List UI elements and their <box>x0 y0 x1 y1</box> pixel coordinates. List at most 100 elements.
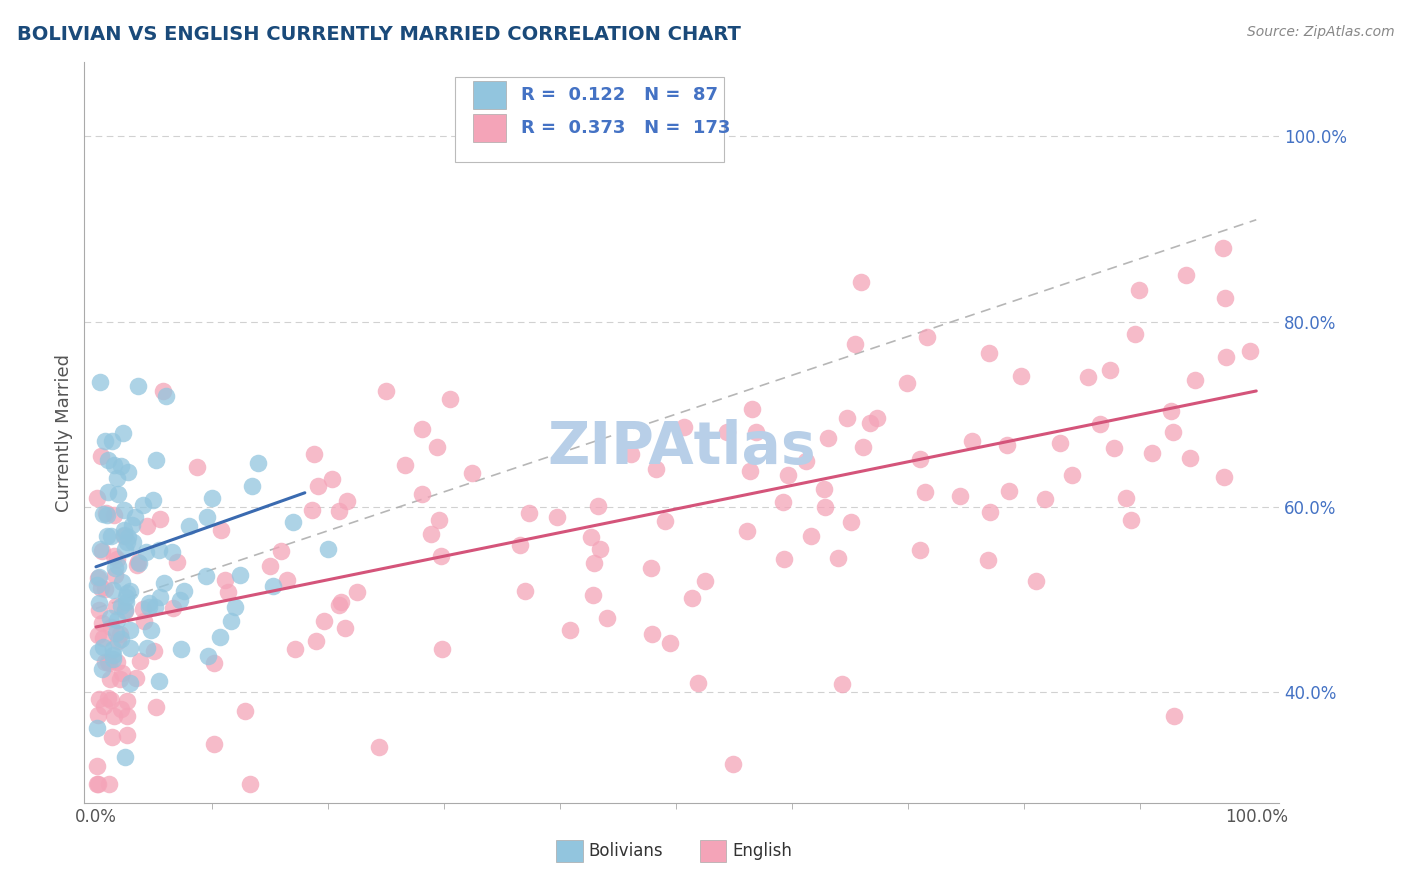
Point <box>1033 491 1056 506</box>
Point <box>97 655 120 669</box>
Point <box>108 672 131 686</box>
Point <box>103 709 125 723</box>
Point <box>103 652 125 666</box>
Point <box>316 541 339 556</box>
Point <box>740 464 762 478</box>
Point <box>852 440 875 454</box>
Point <box>302 447 325 461</box>
Point <box>367 739 389 754</box>
Point <box>202 737 225 751</box>
Point <box>558 624 581 638</box>
Point <box>997 483 1019 498</box>
Point <box>1160 404 1182 418</box>
Point <box>247 456 270 470</box>
Point <box>100 529 122 543</box>
Point <box>197 649 219 664</box>
Point <box>394 458 416 472</box>
Point <box>105 599 128 614</box>
Point <box>115 708 138 723</box>
Point <box>110 632 132 646</box>
Point <box>145 700 167 714</box>
Point <box>328 504 350 518</box>
Point <box>177 519 200 533</box>
Point <box>259 559 281 574</box>
Point <box>86 777 108 791</box>
Text: R =  0.373   N =  173: R = 0.373 N = 173 <box>520 119 730 136</box>
Point <box>1088 417 1111 431</box>
Point <box>589 541 612 556</box>
Point <box>162 601 184 615</box>
Point <box>115 585 138 599</box>
Point <box>430 642 453 657</box>
Point <box>142 493 165 508</box>
Point <box>93 631 115 645</box>
Point <box>949 489 972 503</box>
Point <box>1128 283 1150 297</box>
Point <box>1025 574 1047 589</box>
Point <box>86 491 108 506</box>
Point <box>209 630 232 644</box>
Point <box>86 577 108 591</box>
Point <box>741 401 763 416</box>
Point <box>201 491 224 506</box>
Point <box>90 450 112 464</box>
Point <box>305 634 328 648</box>
Point <box>1178 450 1201 465</box>
Text: BOLIVIAN VS ENGLISH CURRENTLY MARRIED CORRELATION CHART: BOLIVIAN VS ENGLISH CURRENTLY MARRIED CO… <box>17 25 741 44</box>
Bar <box>700 840 725 862</box>
Point <box>103 508 125 522</box>
Point <box>90 544 112 558</box>
Point <box>641 627 664 641</box>
Point <box>97 691 120 706</box>
Point <box>1098 363 1121 377</box>
Point <box>772 495 794 509</box>
Text: English: English <box>733 842 792 860</box>
Point <box>103 458 125 472</box>
Point <box>136 640 159 655</box>
Point <box>1184 373 1206 387</box>
Point <box>100 620 122 634</box>
Point <box>681 591 703 605</box>
Point <box>135 545 157 559</box>
Point <box>1010 368 1032 383</box>
Point <box>122 535 145 549</box>
Point <box>1215 350 1237 364</box>
Point <box>814 500 837 514</box>
Point <box>111 425 134 440</box>
Point <box>426 440 449 454</box>
Point <box>831 676 853 690</box>
Point <box>800 529 823 543</box>
Point <box>101 582 124 597</box>
Point <box>1077 369 1099 384</box>
Point <box>114 604 136 618</box>
Point <box>160 545 183 559</box>
Point <box>721 756 744 771</box>
Point <box>844 336 866 351</box>
Point <box>111 574 134 589</box>
Point <box>195 510 218 524</box>
Point <box>117 465 139 479</box>
Point <box>91 616 114 631</box>
Point <box>744 425 766 440</box>
Point <box>910 543 932 558</box>
Point <box>1212 240 1234 255</box>
Point <box>128 556 150 570</box>
Point <box>94 655 117 669</box>
Point <box>114 603 136 617</box>
Point <box>110 599 132 613</box>
Point <box>100 693 122 707</box>
Point <box>101 730 124 744</box>
Point <box>233 704 256 718</box>
Point <box>120 583 142 598</box>
Point <box>515 583 537 598</box>
Point <box>716 425 738 439</box>
Point <box>776 467 799 482</box>
FancyBboxPatch shape <box>456 78 724 162</box>
Point <box>276 573 298 587</box>
Point <box>94 434 117 449</box>
Point <box>1213 470 1236 484</box>
Point <box>134 614 156 628</box>
Point <box>794 453 817 467</box>
Point <box>166 555 188 569</box>
Point <box>335 621 357 635</box>
